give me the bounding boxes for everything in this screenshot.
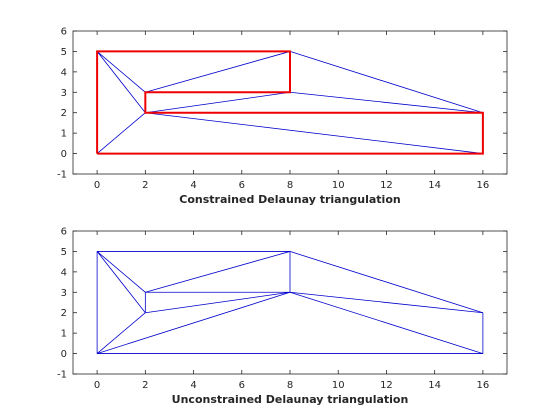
triangle-edge (96, 112, 146, 154)
triangle-edge (145, 91, 291, 114)
x-tick-label: 12 (380, 380, 393, 391)
triangle-edge (289, 51, 484, 114)
y-tick-label: 1 (61, 129, 67, 140)
y-tick-label: 0 (61, 149, 67, 160)
triangle-edge (96, 291, 291, 354)
y-tick-label: 2 (61, 308, 67, 319)
x-tick-label: 8 (287, 180, 293, 191)
x-tick-label: 6 (239, 180, 245, 191)
y-tick-label: 5 (61, 47, 67, 58)
triangle-edge (145, 112, 483, 154)
triangle-edge (96, 251, 146, 313)
triangle-edge (145, 251, 291, 293)
x-axis-title: Unconstrained Delaunay triangulation (172, 393, 409, 406)
y-tick-label: 6 (61, 227, 67, 238)
x-tick-label: 2 (142, 380, 148, 391)
triangle-edge (289, 291, 484, 354)
x-tick-label: 12 (380, 180, 393, 191)
x-tick-label: 14 (428, 380, 441, 391)
y-tick-label: 2 (61, 108, 67, 119)
x-tick-label: 0 (94, 380, 100, 391)
x-tick-label: 16 (477, 380, 490, 391)
y-tick-label: 3 (61, 288, 67, 299)
x-tick-label: 4 (190, 380, 196, 391)
x-tick-label: 4 (190, 180, 196, 191)
y-tick-label: 0 (61, 349, 67, 360)
y-tick-label: 3 (61, 88, 67, 99)
x-tick-label: 14 (428, 180, 441, 191)
x-tick-label: 6 (239, 380, 245, 391)
triangle-edge (96, 51, 146, 93)
x-tick-label: 8 (287, 380, 293, 391)
triangle-edge (289, 91, 483, 114)
constraint-edge (96, 50, 484, 155)
x-tick-label: 10 (332, 380, 345, 391)
x-axis-title: Constrained Delaunay triangulation (179, 193, 400, 206)
triangle-edge (96, 251, 146, 293)
x-tick-label: 16 (477, 180, 490, 191)
y-tick-label: 4 (61, 67, 67, 78)
triangle-edge (96, 51, 146, 113)
x-tick-label: 0 (94, 180, 100, 191)
y-tick-label: -1 (57, 170, 67, 181)
y-tick-label: 6 (61, 27, 67, 38)
y-tick-label: 4 (61, 267, 67, 278)
triangle-edge (145, 51, 291, 93)
y-tick-label: 5 (61, 247, 67, 258)
triangle-edge (96, 312, 146, 354)
y-tick-label: 1 (61, 329, 67, 340)
x-tick-label: 10 (332, 180, 345, 191)
triangle-edge (145, 291, 291, 314)
x-tick-label: 2 (142, 180, 148, 191)
triangle-edge (289, 251, 484, 314)
y-tick-label: -1 (57, 370, 67, 381)
triangle-edge (289, 291, 483, 314)
